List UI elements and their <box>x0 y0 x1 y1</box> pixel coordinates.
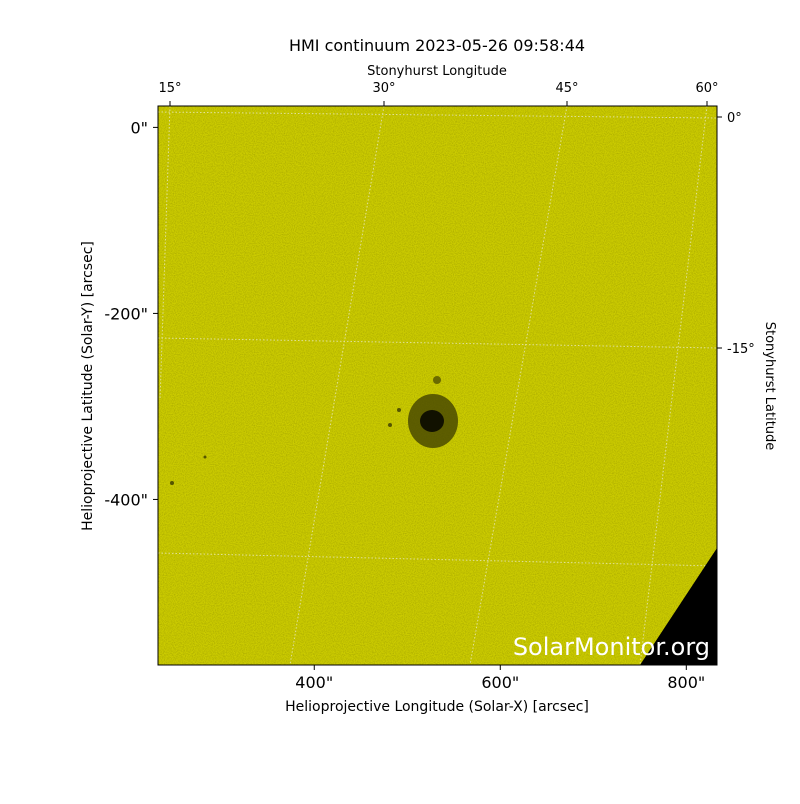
plot-frame <box>157 105 718 666</box>
pore <box>397 408 401 412</box>
x-axis-label: Helioprojective Longitude (Solar-X) [arc… <box>285 699 589 715</box>
x-tick-label: 600" <box>481 673 519 692</box>
y-tick-label: -400" <box>104 490 148 509</box>
y-tick-label: -200" <box>104 304 148 323</box>
pore <box>388 423 392 427</box>
coordinate-grid <box>158 106 717 665</box>
x2-tick-label: 45° <box>555 81 578 96</box>
x2-tick-label: 60° <box>695 81 718 96</box>
pore <box>433 376 441 384</box>
pore <box>170 481 174 485</box>
watermark: SolarMonitor.org <box>513 633 710 661</box>
x2-tick-label: 15° <box>158 81 181 96</box>
y2-axis-label: Stonyhurst Latitude <box>762 322 777 451</box>
umbra <box>420 410 444 432</box>
y2-tick-label: 0° <box>727 111 742 126</box>
x2-tick-label: 30° <box>372 81 395 96</box>
granulation <box>158 106 717 665</box>
chart-title: HMI continuum 2023-05-26 09:58:44 <box>289 36 585 55</box>
pore <box>203 455 207 459</box>
x-tick-label: 800" <box>667 673 705 692</box>
x2-axis-label: Stonyhurst Longitude <box>367 64 507 79</box>
y-axis-label: Helioprojective Latitude (Solar-Y) [arcs… <box>80 241 96 531</box>
space-beyond-limb <box>640 548 717 665</box>
y-tick-label: 0" <box>130 118 148 137</box>
image <box>158 106 717 665</box>
x-tick-label: 400" <box>295 673 333 692</box>
y2-tick-label: -15° <box>727 342 755 357</box>
